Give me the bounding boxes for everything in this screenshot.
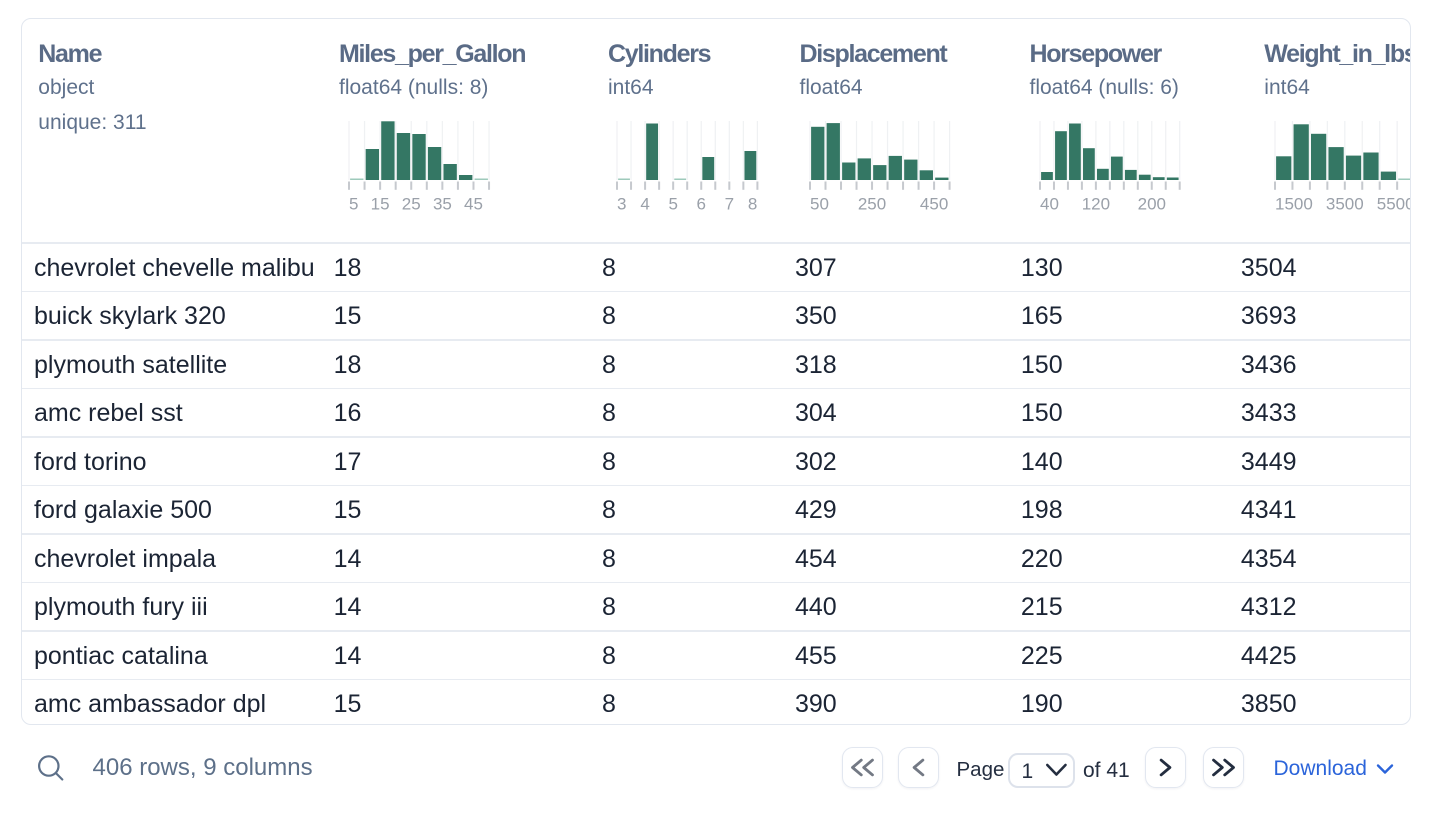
svg-text:450: 450 xyxy=(920,195,948,214)
svg-text:120: 120 xyxy=(1082,195,1110,214)
svg-text:15: 15 xyxy=(371,195,390,214)
svg-text:5500: 5500 xyxy=(1376,195,1411,214)
svg-text:7: 7 xyxy=(725,195,734,214)
svg-text:6: 6 xyxy=(697,195,706,214)
svg-text:4: 4 xyxy=(641,195,650,214)
svg-text:25: 25 xyxy=(402,195,421,214)
svg-text:3500: 3500 xyxy=(1326,195,1364,214)
svg-text:50: 50 xyxy=(810,195,829,214)
svg-text:200: 200 xyxy=(1138,195,1166,214)
svg-text:35: 35 xyxy=(433,195,452,214)
svg-text:3: 3 xyxy=(617,195,626,214)
svg-text:5: 5 xyxy=(349,195,358,214)
svg-text:1500: 1500 xyxy=(1275,195,1313,214)
svg-text:8: 8 xyxy=(748,195,757,214)
svg-text:45: 45 xyxy=(464,195,483,214)
svg-text:40: 40 xyxy=(1040,195,1059,214)
svg-text:250: 250 xyxy=(858,195,886,214)
svg-text:5: 5 xyxy=(669,195,678,214)
